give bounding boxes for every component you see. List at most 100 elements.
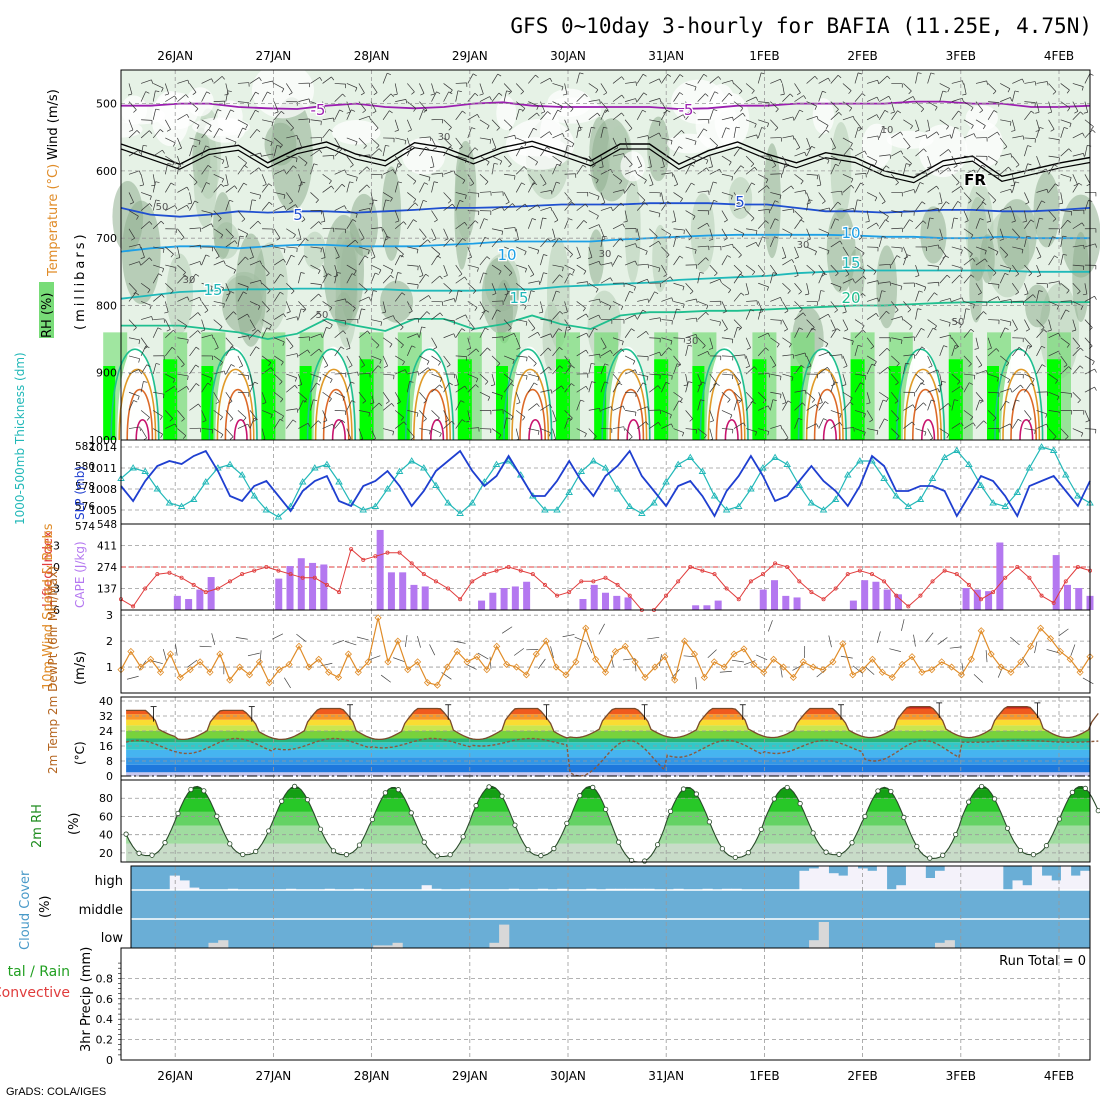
wind10m-point <box>868 655 877 663</box>
warm-isotherm-loop <box>135 419 150 441</box>
wind-barb-flag <box>950 334 952 340</box>
wind-barb-flag <box>390 274 394 279</box>
wind-barb-flag <box>1080 306 1084 310</box>
wind-barb <box>842 115 854 121</box>
wind-barb-flag <box>984 250 987 255</box>
wind-barb <box>1060 219 1068 229</box>
wind-barb-flag <box>608 305 612 310</box>
wind10m-point <box>918 668 926 676</box>
rh-point <box>797 800 803 807</box>
wind-barb <box>794 137 801 148</box>
wind-barb <box>721 282 731 291</box>
wind-barb-flag <box>997 296 1001 301</box>
wind-barb <box>636 309 643 320</box>
rh-saturated-column <box>359 359 374 440</box>
wind-barb <box>1072 337 1081 347</box>
wind-barb <box>213 370 225 375</box>
cape-ylabel: CAPE (J/kg) <box>73 541 87 608</box>
wind-barb-flag <box>789 233 793 238</box>
wind-barb-flag <box>1009 321 1012 326</box>
wind-barb-flag <box>234 141 237 146</box>
warm-isotherm-loop <box>322 389 350 441</box>
wind-barb <box>431 83 435 95</box>
wind-barb-10m <box>489 656 492 669</box>
wind-barb-flag <box>849 397 853 402</box>
run-total-label: Run Total = 0 <box>999 954 1086 969</box>
wind-barb <box>273 228 281 239</box>
wind-barb <box>370 264 382 271</box>
wind-barb <box>528 174 536 184</box>
wind-barb <box>612 238 621 248</box>
wind-barb-flag <box>946 274 951 279</box>
wind-barb-flag <box>336 272 341 274</box>
wind-barb <box>988 319 1000 321</box>
slp-point <box>710 492 719 499</box>
wind-barb-flag <box>533 127 538 131</box>
wind-barb <box>769 272 774 284</box>
wind-barb-flag <box>514 239 519 241</box>
wind-barb <box>491 191 504 193</box>
rh-point <box>421 839 427 845</box>
wind-barb <box>552 410 557 421</box>
wind-barb-flag <box>668 347 672 351</box>
wind-barb <box>891 131 901 139</box>
wind-barb <box>516 319 528 323</box>
wind-barb <box>358 246 370 251</box>
wind-barb <box>564 418 569 429</box>
wind-barb-flag <box>1058 157 1060 162</box>
wind-barb-flag <box>386 236 391 238</box>
wind-barb <box>697 93 706 102</box>
wind-barb <box>903 404 913 411</box>
wind-barb-flag <box>1008 166 1012 171</box>
wind-barb-flag <box>825 343 829 348</box>
wind-barb <box>1072 428 1084 434</box>
wind-barb <box>1072 153 1084 157</box>
wind-barb <box>673 428 684 433</box>
wind-barb-flag <box>300 272 305 274</box>
cape-tick-label: 411 <box>97 541 117 553</box>
wind-barb <box>673 282 685 287</box>
wind-barb-flag <box>348 365 353 368</box>
wind-barb <box>721 301 727 312</box>
li-tick-label: 6 <box>53 604 60 617</box>
wind-barb-flag <box>815 404 819 408</box>
wind-barb-flag <box>658 121 661 126</box>
wind-barb-10m <box>985 650 988 663</box>
wind10m-point <box>463 658 471 666</box>
wind-barb <box>273 391 284 400</box>
wind-barb <box>637 135 649 139</box>
wind10m-point <box>908 653 916 661</box>
wind-barb-flag <box>780 297 783 302</box>
wind-barb <box>685 317 697 320</box>
wind-barb <box>334 183 343 193</box>
slp-point <box>189 495 198 502</box>
wind-barb <box>213 109 218 120</box>
date-label-bottom: 30JAN <box>550 1069 586 1083</box>
wind-barb <box>576 399 581 411</box>
wind10m-point <box>849 671 857 679</box>
wind-barb-flag <box>230 236 234 240</box>
wind-barb <box>1060 192 1064 204</box>
wind-barb-flag <box>451 420 455 425</box>
wind-barb-flag <box>1052 91 1057 95</box>
wind-barb <box>298 155 308 164</box>
wind-barb <box>552 155 562 163</box>
wind-barb <box>685 374 689 385</box>
lifted-index-point <box>664 593 669 598</box>
slp-point <box>1061 471 1070 478</box>
wind-barb <box>636 109 643 120</box>
wind-barb <box>540 428 551 434</box>
high-cloud-gap <box>809 868 820 890</box>
wind-barb-flag <box>862 293 866 297</box>
lifted-index-point <box>906 604 911 609</box>
precipitation-panel: 00.20.40.60.8 tal / Rain Convective 3hr … <box>0 947 1091 1067</box>
slp-point <box>553 506 561 513</box>
wind-barb <box>818 155 830 161</box>
rh-point <box>603 806 609 812</box>
wind-barb <box>891 428 900 437</box>
wind-barb <box>552 164 558 175</box>
wind-barb <box>782 354 794 357</box>
wind-barb <box>782 319 788 330</box>
wind-barb-flag <box>558 328 563 332</box>
lifted-index-point <box>821 597 826 602</box>
